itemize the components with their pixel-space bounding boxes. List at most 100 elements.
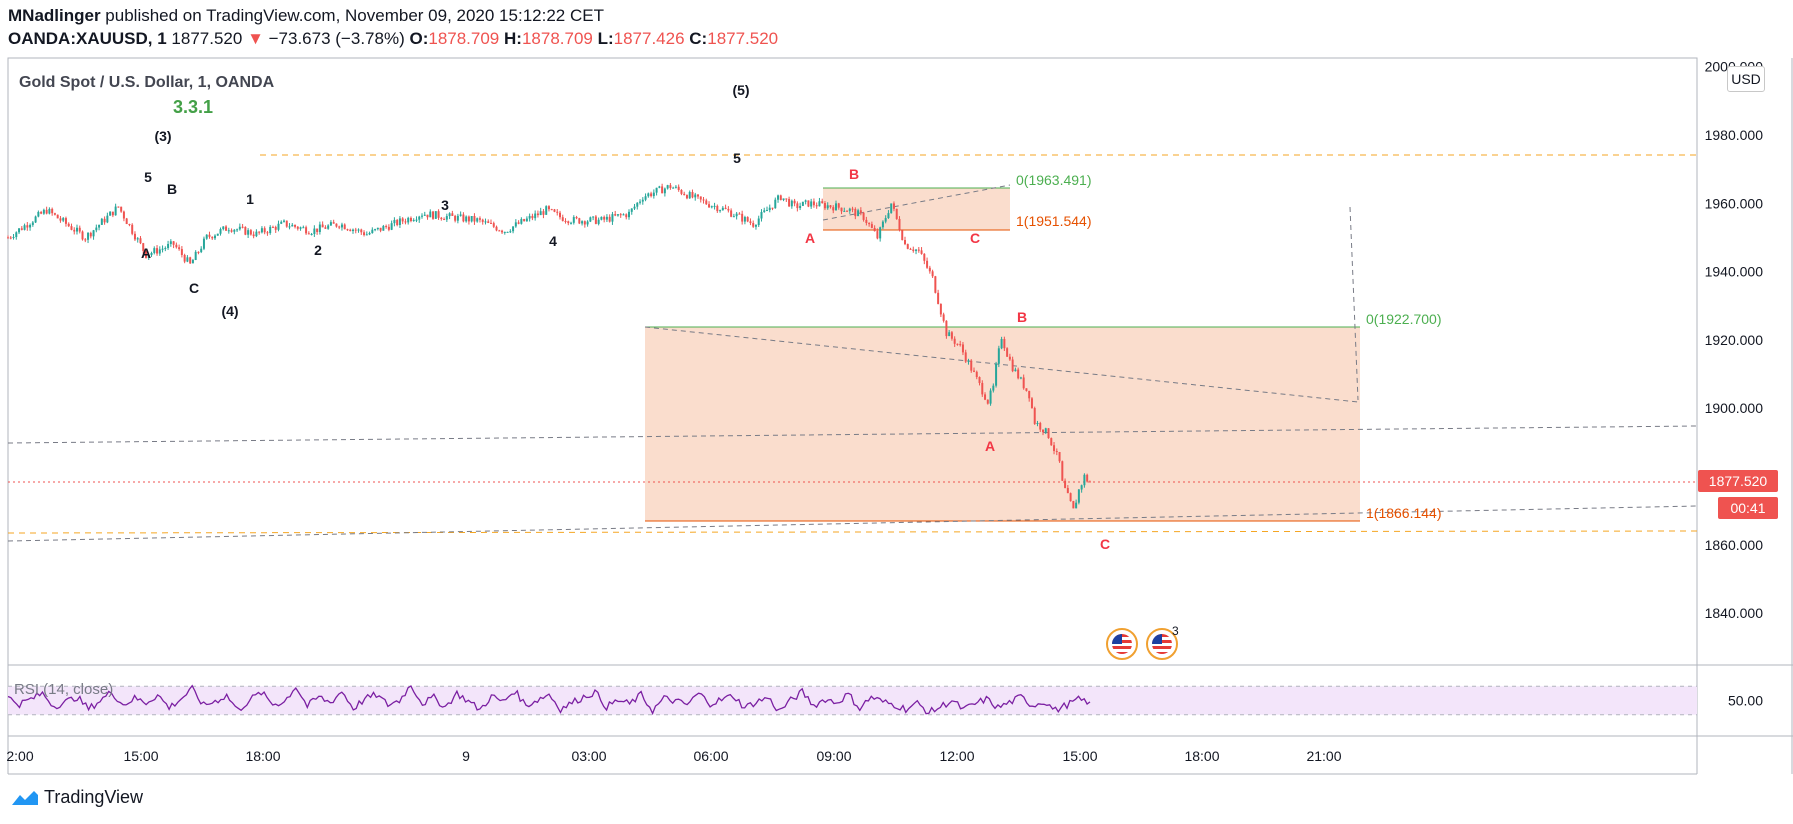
candle-body — [716, 205, 719, 212]
candle-body — [340, 224, 343, 228]
candle-body — [84, 239, 87, 241]
candle-body — [40, 212, 43, 214]
candle-body — [923, 253, 926, 261]
candle-body — [619, 214, 622, 216]
candle-body — [1064, 480, 1067, 488]
candle-body — [343, 224, 346, 230]
candle-body — [655, 187, 658, 193]
candle-body — [100, 218, 103, 225]
symbol-label[interactable]: OANDA:XAUUSD, 1 — [8, 29, 167, 48]
y-tick-label: 1860.000 — [1705, 537, 1764, 553]
candle-body — [846, 210, 849, 212]
candle-body — [688, 192, 691, 199]
candle-body — [534, 213, 537, 219]
candle-body — [799, 205, 802, 209]
candle-body — [650, 193, 653, 197]
candle-body — [697, 194, 699, 197]
candle-body — [1080, 485, 1083, 490]
candle-body — [592, 216, 595, 218]
candle-body — [859, 210, 862, 213]
rsi-line — [7, 684, 1091, 716]
high-label: H: — [504, 29, 522, 48]
candle-body — [407, 217, 410, 223]
candle-body — [470, 216, 473, 222]
candle-body — [465, 216, 468, 222]
candle-body — [338, 226, 341, 228]
candle-body — [324, 227, 327, 229]
candle-body — [605, 216, 608, 220]
candle-body — [26, 225, 29, 228]
candle-body — [189, 257, 192, 264]
candle-body — [680, 189, 683, 194]
candle-body — [950, 332, 953, 339]
candle-body — [835, 203, 837, 211]
candle-body — [393, 219, 396, 224]
x-tick-label: 03:00 — [571, 748, 606, 764]
candle-body — [415, 219, 418, 221]
candle-body — [1000, 339, 1003, 349]
candle-body — [429, 211, 432, 218]
candle-body — [145, 250, 147, 258]
x-tick-label: 09:00 — [816, 748, 851, 764]
candle-body — [732, 216, 735, 218]
fib-level-label: 0(1963.491) — [1016, 172, 1092, 188]
candle-body — [1011, 359, 1014, 372]
candle-body — [357, 229, 360, 231]
candle-body — [481, 219, 484, 222]
candle-body — [241, 226, 244, 228]
candle-body — [445, 216, 448, 220]
candle-body — [721, 207, 724, 211]
candle-body — [385, 226, 388, 228]
candle-body — [597, 219, 600, 224]
candle-body — [214, 235, 216, 239]
us-flag-event-icon[interactable] — [1106, 628, 1138, 660]
x-tick-label: 2:00 — [6, 748, 33, 764]
candle-body — [1077, 489, 1080, 503]
candle-body — [730, 210, 733, 217]
candle-body — [611, 214, 614, 222]
change-arrow-icon: ▼ — [247, 29, 264, 48]
candle-body — [589, 217, 592, 222]
candle-body — [1055, 450, 1058, 453]
candle-body — [109, 211, 112, 216]
tradingview-logo[interactable]: TradingView — [10, 787, 143, 808]
candle-body — [685, 195, 688, 199]
us-flag-icon — [1152, 634, 1172, 654]
candle-body — [153, 248, 156, 253]
candle-body — [967, 360, 970, 362]
candle-body — [997, 348, 1000, 364]
fib-level-label: 1(1951.544) — [1016, 213, 1092, 229]
candle-body — [158, 249, 161, 254]
candle-body — [238, 226, 241, 230]
candle-body — [514, 222, 517, 227]
x-tick-label: 18:00 — [1184, 748, 1219, 764]
candle-body — [147, 255, 150, 258]
candle-body — [691, 192, 694, 198]
wave-label: A — [805, 230, 815, 246]
us-flag-event-icon[interactable] — [1146, 628, 1178, 660]
candle-body — [409, 217, 412, 221]
y-tick-label: 1900.000 — [1705, 400, 1764, 416]
currency-button[interactable]: USD — [1727, 66, 1765, 92]
candle-body — [892, 203, 895, 209]
candle-body — [211, 236, 214, 239]
candle-body — [917, 249, 920, 251]
y-tick-label: 1960.000 — [1705, 195, 1764, 211]
candle-body — [757, 218, 760, 226]
candle-body — [9, 237, 12, 239]
candle-body — [167, 243, 170, 249]
candle-body — [368, 233, 371, 235]
candle-body — [658, 186, 661, 188]
candle-body — [222, 226, 225, 230]
candle-body — [683, 193, 686, 196]
candle-body — [335, 223, 338, 227]
candle-body — [103, 218, 106, 223]
candle-body — [156, 248, 159, 254]
candle-body — [926, 260, 929, 268]
candle-body — [1008, 356, 1011, 360]
candle-body — [708, 204, 711, 208]
author-name[interactable]: MNadlinger — [8, 6, 101, 25]
candle-body — [208, 234, 211, 237]
candle-body — [288, 226, 291, 228]
candle-body — [269, 226, 272, 234]
